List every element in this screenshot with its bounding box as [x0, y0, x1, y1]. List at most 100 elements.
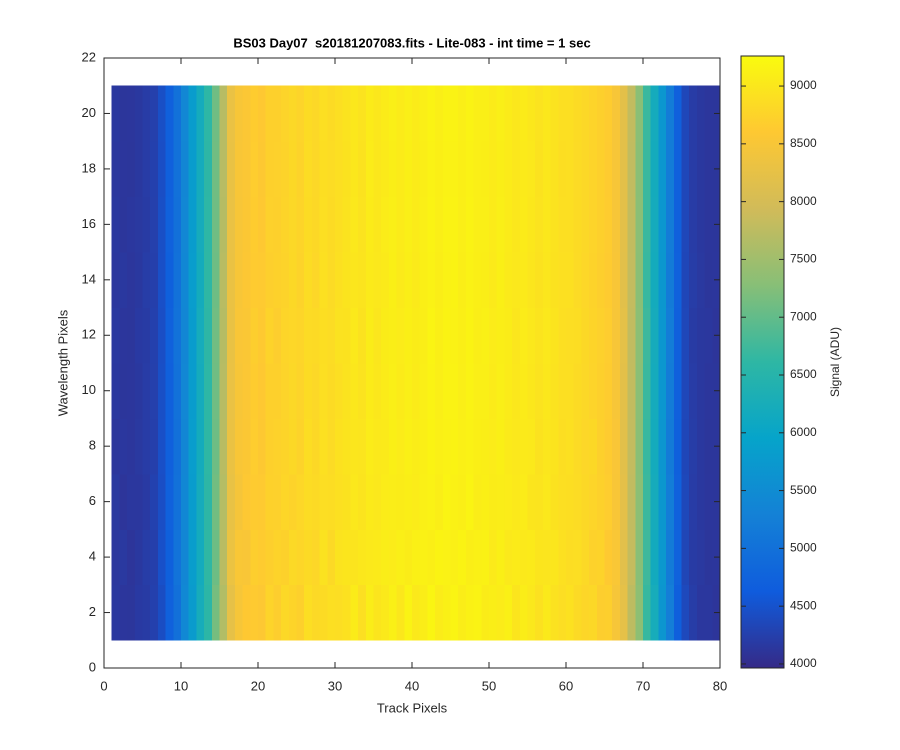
heatmap-cell — [504, 473, 513, 530]
y-tick-label: 22 — [82, 49, 96, 64]
heatmap-cell — [681, 141, 690, 198]
heatmap-cell — [566, 252, 575, 308]
heatmap-cell — [519, 473, 528, 530]
heatmap-cell — [558, 85, 567, 142]
heatmap-cell — [527, 85, 536, 142]
heatmap-cell — [211, 141, 220, 198]
heatmap-cell — [696, 85, 705, 142]
heatmap-cell — [696, 363, 705, 419]
heatmap-cell — [258, 473, 267, 530]
heatmap-cell — [134, 196, 143, 253]
heatmap-cell — [258, 418, 267, 475]
heatmap-cell — [581, 196, 590, 253]
heatmap-cell — [342, 252, 351, 308]
heatmap-cell — [358, 307, 367, 364]
heatmap-cell — [627, 418, 636, 475]
heatmap-cell — [196, 529, 205, 586]
heatmap-cell — [173, 307, 182, 364]
heatmap-cell — [242, 252, 251, 308]
heatmap-cell — [273, 252, 282, 308]
heatmap-cell — [643, 529, 652, 586]
heatmap-cell — [627, 363, 636, 419]
heatmap-cell — [365, 363, 374, 419]
heatmap-cell — [119, 363, 128, 419]
heatmap-cell — [666, 307, 675, 364]
heatmap-cell — [327, 196, 336, 253]
heatmap-cell — [319, 418, 328, 475]
heatmap-cell — [681, 529, 690, 586]
x-tick-label: 70 — [636, 678, 650, 693]
heatmap-cell — [489, 196, 498, 253]
heatmap-cell — [465, 85, 474, 142]
heatmap-cell — [181, 584, 190, 641]
heatmap-cell — [119, 307, 128, 364]
heatmap-cell — [658, 473, 667, 530]
heatmap-cell — [335, 85, 344, 142]
heatmap-cell — [250, 584, 259, 641]
heatmap-cell — [612, 252, 621, 308]
heatmap-cell — [566, 363, 575, 419]
heatmap-cell — [296, 584, 305, 641]
heatmap-cell — [181, 196, 190, 253]
heatmap-cell — [188, 196, 197, 253]
heatmap-cell — [658, 252, 667, 308]
heatmap-cell — [442, 196, 451, 253]
heatmap-cell — [550, 141, 559, 198]
heatmap-cell — [258, 252, 267, 308]
heatmap-cell — [666, 141, 675, 198]
heatmap-cell — [396, 252, 405, 308]
heatmap-cell — [219, 529, 228, 586]
heatmap-cell — [519, 363, 528, 419]
heatmap-cell — [296, 418, 305, 475]
heatmap-cell — [412, 363, 421, 419]
heatmap-cell — [542, 418, 551, 475]
heatmap-cell — [704, 363, 713, 419]
heatmap-cell — [119, 85, 128, 142]
heatmap-cell — [157, 85, 166, 142]
colorbar-tick-label: 8000 — [790, 194, 817, 208]
heatmap-cell — [550, 529, 559, 586]
heatmap-cell — [596, 252, 605, 308]
heatmap-cell — [342, 196, 351, 253]
heatmap-cell — [258, 529, 267, 586]
heatmap-cell — [142, 196, 151, 253]
heatmap-cell — [304, 529, 313, 586]
heatmap-cell — [704, 141, 713, 198]
heatmap-cell — [435, 252, 444, 308]
heatmap-cell — [165, 252, 174, 308]
heatmap-cell — [465, 418, 474, 475]
heatmap-cell — [558, 529, 567, 586]
heatmap-cell — [350, 141, 359, 198]
heatmap-cell — [666, 584, 675, 641]
heatmap-cell — [573, 141, 582, 198]
heatmap-cell — [227, 85, 236, 142]
heatmap-cell — [181, 141, 190, 198]
heatmap-cell — [250, 418, 259, 475]
heatmap-cell — [619, 363, 628, 419]
heatmap-cell — [412, 584, 421, 641]
heatmap-cell — [211, 85, 220, 142]
heatmap-cell — [404, 473, 413, 530]
heatmap-cell — [327, 363, 336, 419]
heatmap-cell — [442, 529, 451, 586]
heatmap-cell — [666, 473, 675, 530]
heatmap-cell — [227, 307, 236, 364]
heatmap-cell — [427, 363, 436, 419]
heatmap-cell — [481, 196, 490, 253]
heatmap-cell — [542, 529, 551, 586]
heatmap-cell — [281, 141, 290, 198]
heatmap-cell — [350, 363, 359, 419]
heatmap-cell — [696, 473, 705, 530]
colorbar: 4000 4500 5000 5500 6000 6500 7000 7500 8000 8500… — [740, 55, 817, 670]
heatmap-cell — [658, 418, 667, 475]
heatmap-cell — [435, 363, 444, 419]
heatmap-cell — [442, 307, 451, 364]
heatmap-cell — [566, 529, 575, 586]
heatmap-cell — [388, 141, 397, 198]
heatmap-cell — [519, 141, 528, 198]
heatmap-cell — [550, 85, 559, 142]
heatmap-cell — [573, 418, 582, 475]
heatmap-cell — [127, 363, 136, 419]
heatmap-cell — [442, 584, 451, 641]
heatmap-cell — [304, 473, 313, 530]
